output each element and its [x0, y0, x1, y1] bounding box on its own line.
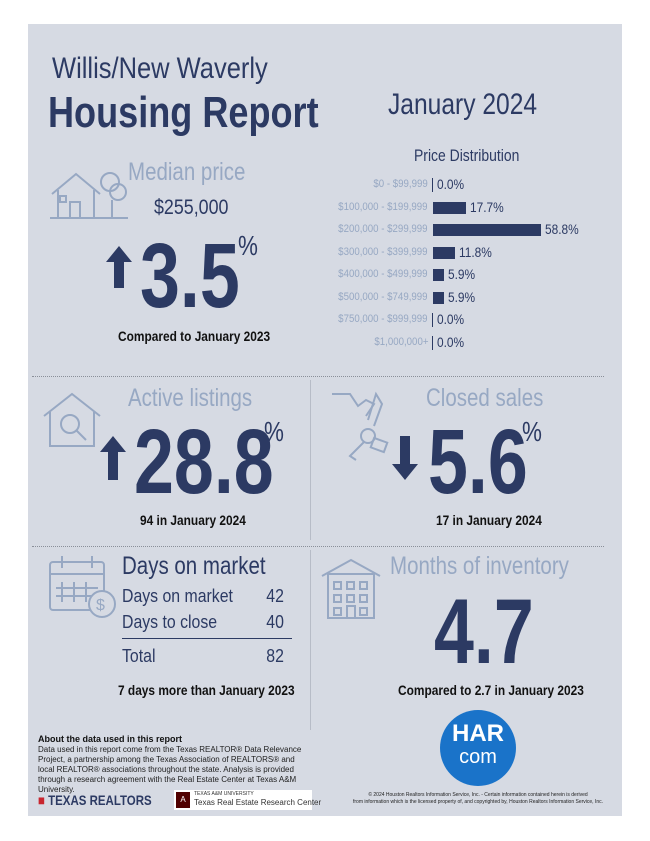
price-range-label: $750,000 - $999,999 — [338, 313, 428, 325]
dom-total-value: 82 — [266, 646, 284, 666]
median-price-change: 3.5 — [140, 225, 240, 327]
closed-sales-percent: % — [522, 416, 542, 447]
about-text: Data used in this report come from the T… — [38, 745, 302, 794]
median-price-title: Median price — [128, 158, 246, 186]
har-logo-bottom: com — [459, 746, 497, 768]
dom-row-days-to-close: Days to close 40 — [122, 612, 284, 633]
calendar-dollar-icon: $ — [49, 556, 116, 618]
dom-row-label: Days to close — [122, 612, 218, 632]
price-distribution-title: Price Distribution — [414, 146, 520, 165]
tamu-small-text: TEXAS A&M UNIVERSITY — [194, 791, 254, 797]
days-on-market-title: Days on market — [122, 552, 266, 580]
svg-text:$: $ — [96, 597, 105, 614]
dom-row-days-on-market: Days on market 42 — [122, 586, 284, 607]
price-distribution-bar — [432, 313, 433, 327]
closed-sales-change: 5.6 — [428, 411, 528, 513]
house-icon — [50, 172, 128, 219]
price-range-label: $200,000 - $299,999 — [338, 223, 428, 235]
price-distribution-value: 5.9% — [447, 266, 475, 282]
price-range-label: $100,000 - $199,999 — [338, 200, 428, 213]
price-distribution-value: 0.0% — [437, 176, 465, 192]
tamu-mark-icon: A — [176, 792, 190, 808]
days-on-market-caption: 7 days more than January 2023 — [118, 682, 295, 698]
months-inventory-title: Months of inventory — [390, 552, 569, 580]
median-price-percent: % — [238, 230, 258, 261]
price-distribution-row: $300,000 - $399,999 11.8% — [328, 244, 618, 262]
arrow-down-icon — [392, 436, 418, 480]
price-range-label: $500,000 - $749,999 — [338, 290, 428, 303]
texas-realtors-text: TEXAS REALTORS — [48, 792, 152, 808]
price-distribution-row: $200,000 - $299,999 58.8% — [328, 221, 618, 239]
copyright-line-2: from information which is the licensed p… — [352, 799, 604, 805]
dom-row-total: Total 82 — [122, 646, 284, 667]
arrow-up-icon — [106, 246, 132, 288]
active-listings-title: Active listings — [128, 384, 253, 412]
price-range-label: $1,000,000+ — [373, 335, 428, 348]
har-logo-top: HAR — [452, 720, 504, 747]
price-distribution-bar — [433, 269, 444, 281]
price-distribution-bar — [432, 178, 433, 192]
tamu-logo: A TEXAS A&M UNIVERSITY Texas Real Estate… — [174, 790, 321, 810]
arrow-up-icon — [100, 436, 126, 480]
price-distribution-bar — [433, 246, 455, 259]
dom-row-value: 42 — [266, 586, 284, 606]
total-divider — [122, 638, 292, 639]
median-price-caption: Compared to January 2023 — [118, 328, 271, 344]
months-inventory-value: 4.7 — [434, 581, 534, 683]
price-range-label: $400,000 - $499,999 — [338, 268, 428, 280]
price-range-label: $0 - $99,999 — [373, 178, 428, 190]
active-listings-change: 28.8 — [134, 411, 274, 513]
price-distribution-bar — [433, 291, 444, 304]
dom-row-label: Days on market — [122, 586, 233, 606]
divider — [310, 550, 311, 730]
active-listings-caption: 94 in January 2024 — [140, 512, 246, 528]
price-distribution-value: 17.7% — [469, 198, 504, 215]
price-distribution-row: $1,000,000+ 0.0% — [328, 334, 618, 352]
about-title: About the data used in this report — [38, 734, 183, 744]
tamu-center-text: Texas Real Estate Research Center — [194, 798, 322, 807]
divider — [32, 546, 604, 547]
har-logo: HAR com — [440, 710, 516, 786]
price-distribution-value: 0.0% — [437, 311, 465, 327]
report-title: Housing Report — [48, 88, 319, 137]
price-distribution-value: 5.9% — [447, 288, 475, 305]
home-search-icon — [43, 392, 101, 447]
price-distribution-row: $0 - $99,999 0.0% — [328, 176, 618, 194]
price-distribution-bar — [433, 201, 466, 214]
active-listings-percent: % — [264, 416, 284, 447]
copyright-line-1: © 2024 Houston Realtors Information Serv… — [368, 792, 588, 798]
divider — [310, 380, 311, 540]
area-name: Willis/New Waverly — [52, 52, 268, 85]
divider — [32, 376, 604, 377]
median-price-value: $255,000 — [154, 196, 229, 219]
dom-row-value: 40 — [266, 612, 284, 632]
price-range-label: $300,000 - $399,999 — [338, 245, 428, 258]
closed-sales-caption: 17 in January 2024 — [436, 512, 542, 528]
price-distribution-chart: $0 - $99,999 0.0% $100,000 - $199,999 17.7%… — [28, 24, 622, 364]
texas-realtors-logo: ■ TEXAS REALTORS — [38, 792, 152, 808]
report-card: Willis/New Waverly Housing Report Januar… — [28, 24, 622, 816]
report-date: January 2024 — [388, 88, 538, 121]
price-distribution-value: 58.8% — [545, 221, 579, 237]
price-distribution-row: $100,000 - $199,999 17.7% — [328, 199, 618, 217]
apartment-icon — [321, 558, 381, 619]
hand-keys-icon — [332, 391, 389, 461]
price-distribution-value: 0.0% — [437, 333, 465, 350]
copyright: © 2024 Houston Realtors Information Serv… — [338, 792, 618, 806]
dom-total-label: Total — [122, 646, 156, 666]
price-distribution-bar — [432, 335, 433, 350]
price-distribution-row: $750,000 - $999,999 0.0% — [328, 311, 618, 329]
months-inventory-caption: Compared to 2.7 in January 2023 — [398, 682, 584, 698]
price-distribution-value: 11.8% — [458, 243, 492, 260]
closed-sales-title: Closed sales — [426, 384, 544, 412]
price-distribution-bar — [433, 224, 541, 236]
price-distribution-row: $500,000 - $749,999 5.9% — [328, 289, 618, 307]
price-distribution-row: $400,000 - $499,999 5.9% — [328, 266, 618, 284]
